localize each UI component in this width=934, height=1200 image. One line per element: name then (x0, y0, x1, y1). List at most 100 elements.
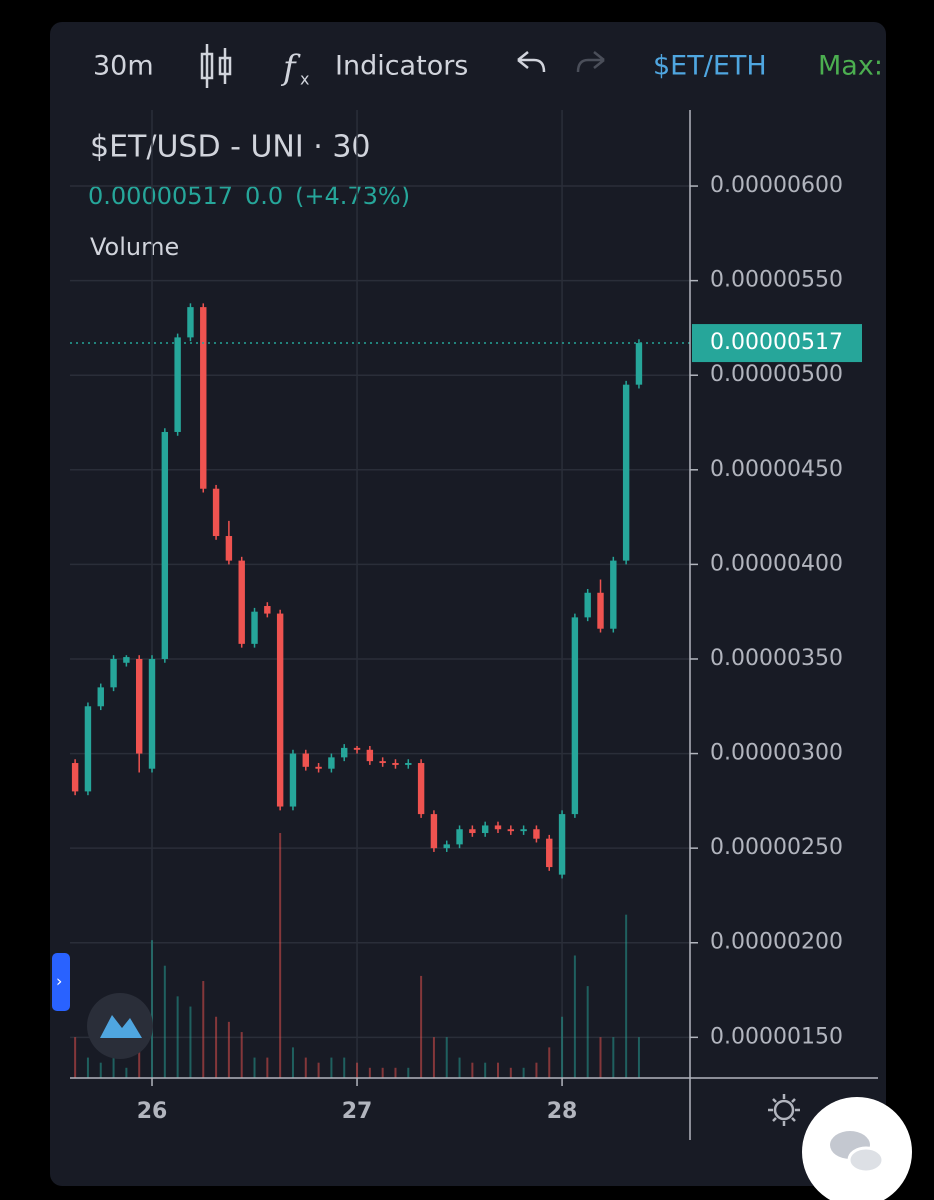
candle-body (161, 431, 169, 659)
volume-bar (74, 1037, 77, 1078)
candle-body (430, 814, 438, 849)
candle-body (315, 766, 322, 769)
candle-body (200, 307, 207, 489)
volume-bar (330, 1057, 333, 1078)
candle-body (341, 747, 348, 758)
candle-body (110, 658, 117, 688)
volume-bar (522, 1067, 525, 1078)
y-tick-label: 0.00000400 (710, 551, 843, 576)
volume-bar (637, 1037, 640, 1078)
volume-bar (394, 1067, 397, 1078)
indicators-button[interactable]: Indicators (335, 51, 468, 82)
candle-body (97, 687, 104, 707)
volume-bar (240, 1032, 243, 1078)
candle-body (187, 307, 194, 338)
candle-body (481, 825, 489, 834)
volume-bar (561, 1016, 564, 1078)
candle-body (264, 606, 271, 614)
candle-body (610, 560, 617, 629)
candle-body (443, 844, 450, 849)
candle-body (84, 706, 92, 792)
candle-body (494, 825, 502, 830)
candle-body (135, 658, 143, 754)
logo-icon (100, 1015, 142, 1038)
volume-bar (381, 1067, 384, 1078)
volume-bar (317, 1062, 320, 1078)
volume-bar (176, 996, 179, 1078)
candle-body (328, 757, 335, 769)
candle-body (520, 829, 527, 832)
volume-bar (471, 1062, 474, 1078)
candle-body (366, 749, 374, 762)
volume-bar (343, 1057, 346, 1078)
y-tick-label: 0.00000200 (710, 930, 843, 955)
volume-bar (112, 1057, 115, 1078)
side-tab-arrow: › (56, 972, 62, 991)
volume-bar (484, 1062, 487, 1078)
volume-bar (625, 914, 628, 1078)
volume-bar (215, 1016, 218, 1078)
candle-body (174, 337, 181, 432)
settings-icon[interactable] (768, 1094, 800, 1126)
candle-body (289, 753, 297, 807)
candle-body (456, 829, 463, 845)
candle-body (405, 763, 412, 765)
y-tick-label: 0.00000350 (710, 646, 843, 671)
candle-body (571, 617, 579, 815)
volume-bar (291, 1047, 294, 1078)
volume-bar (189, 1006, 192, 1078)
y-tick-label: 0.00000150 (710, 1024, 843, 1049)
chat-icon (847, 1146, 885, 1174)
volume-bar (496, 1062, 499, 1078)
y-tick-label: 0.00000300 (710, 741, 843, 766)
y-tick-label: 0.00000250 (710, 835, 843, 860)
candle-body (546, 838, 553, 868)
volume-bar (420, 975, 423, 1078)
candle-body (392, 763, 399, 765)
candle-body (597, 592, 604, 629)
volume-bar (279, 833, 282, 1078)
x-tick-label: 27 (342, 1099, 373, 1124)
volume-bar (407, 1067, 410, 1078)
x-tick-label: 28 (547, 1099, 578, 1124)
volume-label: Volume (90, 233, 179, 261)
volume-bar (304, 1057, 307, 1078)
volume-bar (151, 940, 154, 1078)
symbol-button[interactable]: $ET/ETH (653, 51, 767, 82)
candle-body (251, 611, 258, 644)
candle-body (353, 747, 361, 750)
candle-body (507, 829, 515, 832)
y-tick-label: 0.00000550 (710, 268, 843, 293)
interval-button[interactable]: 30m (93, 51, 154, 82)
max-button[interactable]: Max: (818, 51, 883, 82)
candle-body (148, 658, 156, 769)
volume-bar (86, 1057, 89, 1078)
volume-bar (99, 1062, 102, 1078)
side-tab[interactable] (52, 953, 70, 1011)
volume-bar (432, 1037, 435, 1078)
chart-type-icon[interactable] (200, 44, 232, 88)
candle-body (584, 592, 591, 618)
candle-body (558, 814, 566, 875)
candle-body (533, 829, 540, 839)
volume-bar (599, 1037, 602, 1078)
volume-bar (612, 1037, 615, 1078)
volume-bar (368, 1067, 371, 1078)
redo-icon[interactable] (576, 51, 605, 73)
fx-icon-x: x (300, 70, 309, 89)
candle-body (635, 343, 643, 385)
candle-body (123, 657, 130, 663)
chart-title: $ET/USD - UNI · 30 (90, 130, 371, 165)
undo-icon[interactable] (517, 51, 546, 73)
candle-body (238, 560, 245, 644)
volume-bar (266, 1057, 269, 1078)
volume-bar (445, 1037, 448, 1078)
volume-bar (163, 965, 166, 1078)
y-tick-label: 0.00000500 (710, 362, 843, 387)
y-tick-label: 0.00000600 (710, 173, 843, 198)
volume-bar (458, 1057, 461, 1078)
volume-bar (509, 1067, 512, 1078)
candle-body (212, 488, 220, 537)
volume-bar (573, 955, 576, 1078)
volume-bar (535, 1062, 538, 1078)
